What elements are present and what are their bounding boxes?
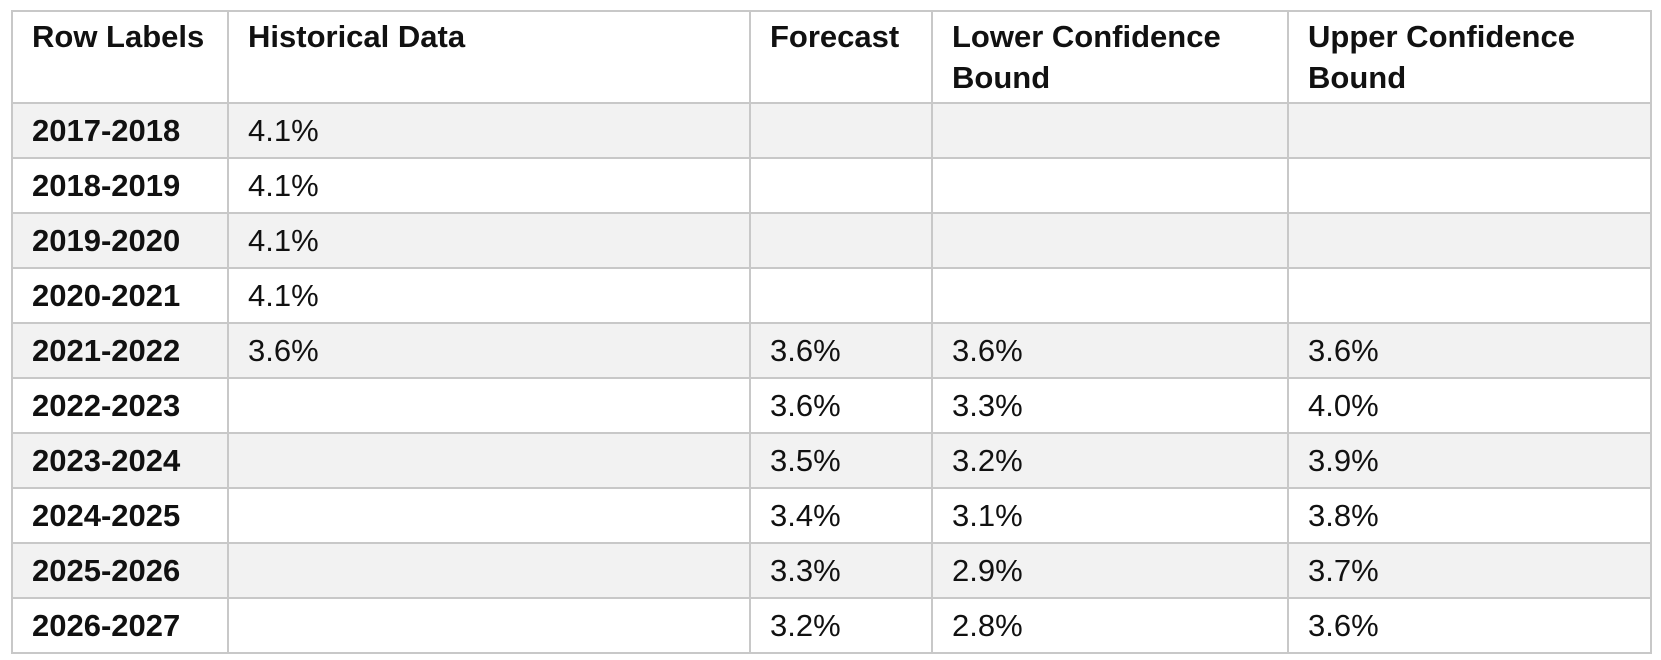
header-lower-confidence-bound: Lower Confidence Bound [931, 10, 1289, 104]
upper-bound-cell [1287, 212, 1652, 269]
row-label-cell: 2017-2018 [11, 102, 229, 159]
table-row: 2026-2027 3.2% 2.8% 3.6% [11, 597, 1652, 654]
upper-bound-cell: 3.9% [1287, 432, 1652, 489]
forecast-cell: 3.2% [749, 597, 933, 654]
row-label-cell: 2023-2024 [11, 432, 229, 489]
lower-bound-cell: 3.2% [931, 432, 1289, 489]
upper-bound-cell: 3.7% [1287, 542, 1652, 599]
forecast-cell [749, 102, 933, 159]
lower-bound-cell [931, 212, 1289, 269]
lower-bound-cell [931, 267, 1289, 324]
header-forecast: Forecast [749, 10, 933, 104]
lower-bound-cell: 3.6% [931, 322, 1289, 379]
historical-data-cell [227, 542, 751, 599]
table-header: Row Labels Historical Data Forecast Lowe… [11, 10, 1652, 104]
row-label-cell: 2024-2025 [11, 487, 229, 544]
forecast-table-container: Row Labels Historical Data Forecast Lowe… [11, 10, 1652, 654]
row-label-cell: 2021-2022 [11, 322, 229, 379]
historical-data-cell [227, 377, 751, 434]
header-upper-confidence-bound: Upper Confidence Bound [1287, 10, 1652, 104]
upper-bound-cell: 4.0% [1287, 377, 1652, 434]
table-row: 2018-2019 4.1% [11, 157, 1652, 214]
row-label-cell: 2026-2027 [11, 597, 229, 654]
table-body: 2017-2018 4.1% 2018-2019 4.1% 2019-2020 4.1% 2… [11, 102, 1652, 654]
upper-bound-cell [1287, 267, 1652, 324]
upper-bound-cell [1287, 102, 1652, 159]
header-row: Row Labels Historical Data Forecast Lowe… [11, 10, 1652, 104]
row-label-cell: 2025-2026 [11, 542, 229, 599]
lower-bound-cell: 2.8% [931, 597, 1289, 654]
table-row: 2022-2023 3.6% 3.3% 4.0% [11, 377, 1652, 434]
table-row: 2017-2018 4.1% [11, 102, 1652, 159]
row-label-cell: 2018-2019 [11, 157, 229, 214]
upper-bound-cell: 3.8% [1287, 487, 1652, 544]
lower-bound-cell: 3.3% [931, 377, 1289, 434]
historical-data-cell: 3.6% [227, 322, 751, 379]
forecast-cell: 3.3% [749, 542, 933, 599]
historical-data-cell [227, 487, 751, 544]
table-row: 2019-2020 4.1% [11, 212, 1652, 269]
lower-bound-cell: 2.9% [931, 542, 1289, 599]
row-label-cell: 2020-2021 [11, 267, 229, 324]
row-label-cell: 2022-2023 [11, 377, 229, 434]
historical-data-cell: 4.1% [227, 102, 751, 159]
upper-bound-cell: 3.6% [1287, 597, 1652, 654]
upper-bound-cell: 3.6% [1287, 322, 1652, 379]
forecast-cell: 3.5% [749, 432, 933, 489]
historical-data-cell [227, 432, 751, 489]
lower-bound-cell [931, 102, 1289, 159]
lower-bound-cell [931, 157, 1289, 214]
forecast-table: Row Labels Historical Data Forecast Lowe… [11, 10, 1652, 654]
header-row-labels: Row Labels [11, 10, 229, 104]
historical-data-cell: 4.1% [227, 157, 751, 214]
forecast-cell: 3.6% [749, 322, 933, 379]
forecast-cell [749, 212, 933, 269]
header-historical-data: Historical Data [227, 10, 751, 104]
historical-data-cell [227, 597, 751, 654]
lower-bound-cell: 3.1% [931, 487, 1289, 544]
historical-data-cell: 4.1% [227, 212, 751, 269]
table-row: 2024-2025 3.4% 3.1% 3.8% [11, 487, 1652, 544]
table-row: 2023-2024 3.5% 3.2% 3.9% [11, 432, 1652, 489]
table-row: 2025-2026 3.3% 2.9% 3.7% [11, 542, 1652, 599]
row-label-cell: 2019-2020 [11, 212, 229, 269]
historical-data-cell: 4.1% [227, 267, 751, 324]
forecast-cell [749, 267, 933, 324]
forecast-cell: 3.6% [749, 377, 933, 434]
forecast-cell: 3.4% [749, 487, 933, 544]
table-row: 2021-2022 3.6% 3.6% 3.6% 3.6% [11, 322, 1652, 379]
table-row: 2020-2021 4.1% [11, 267, 1652, 324]
upper-bound-cell [1287, 157, 1652, 214]
forecast-cell [749, 157, 933, 214]
